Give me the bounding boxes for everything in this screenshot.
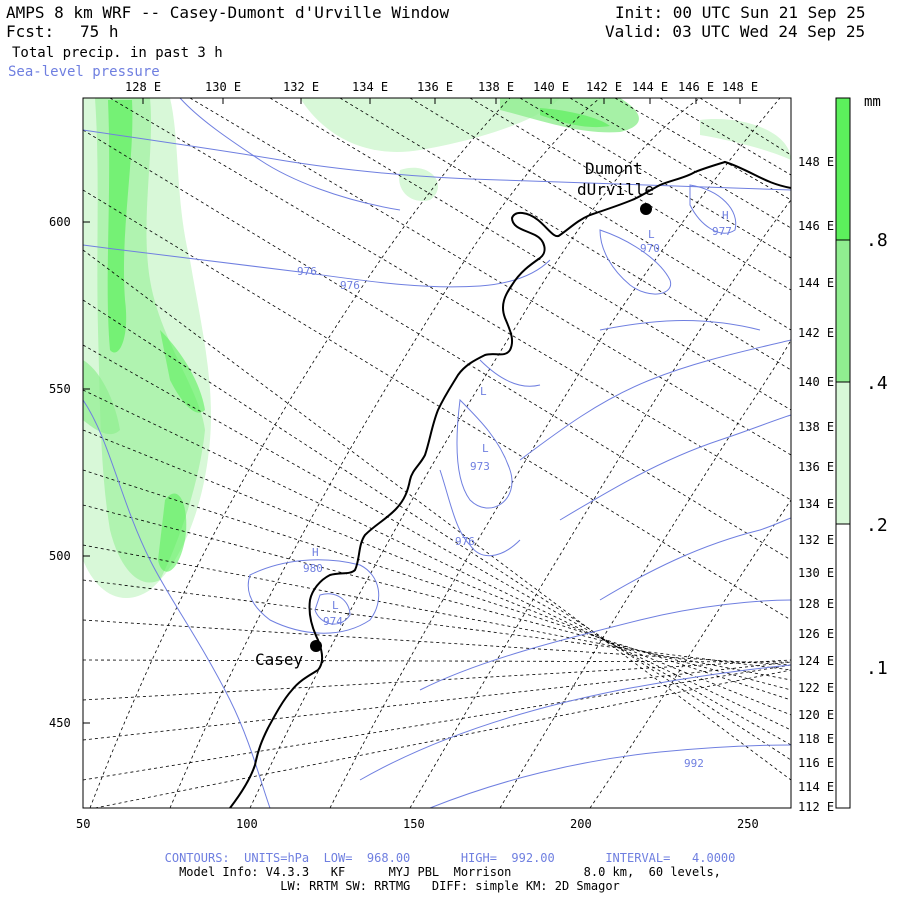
forecast-label: Fcst:	[6, 22, 55, 41]
station-label-dumont-1: Dumont	[585, 159, 643, 178]
right-lon-label: 138 E	[798, 420, 834, 434]
svg-text:L: L	[332, 599, 339, 612]
svg-text:970: 970	[640, 242, 660, 255]
station-dot-casey	[310, 640, 322, 652]
top-lon-label: 138 E	[478, 80, 514, 94]
svg-text:976: 976	[340, 279, 360, 292]
colorbar-segment-none	[835, 523, 851, 809]
svg-text:976: 976	[455, 535, 475, 548]
svg-text:974: 974	[323, 615, 343, 628]
physics-info: LW: RRTM SW: RRTMG DIFF: simple KM: 2D S…	[280, 879, 620, 893]
top-lon-label: 146 E	[678, 80, 714, 94]
svg-text:L: L	[482, 442, 489, 455]
right-lon-label: 134 E	[798, 497, 834, 511]
right-lon-label: 136 E	[798, 460, 834, 474]
top-lon-label: 144 E	[632, 80, 668, 94]
field-precip-label: Total precip. in past 3 h	[12, 45, 223, 61]
right-lon-label: 124 E	[798, 654, 834, 668]
x-tick-150: 150	[403, 817, 425, 831]
right-lon-label: 144 E	[798, 276, 834, 290]
graticule	[83, 98, 791, 808]
svg-text:976: 976	[297, 265, 317, 278]
colorbar-label-01: .1	[866, 658, 888, 679]
y-tick-550: 550	[49, 382, 71, 396]
svg-text:977: 977	[712, 225, 732, 238]
right-lon-label: 132 E	[798, 533, 834, 547]
right-lon-label: 140 E	[798, 375, 834, 389]
top-lon-label: 128 E	[125, 80, 161, 94]
pressure-markers: L H L H L L	[312, 209, 729, 612]
y-tick-600: 600	[49, 215, 71, 229]
station-label-dumont-2: dUrville	[577, 180, 654, 199]
coastline	[229, 160, 791, 808]
right-lon-label: 118 E	[798, 732, 834, 746]
colorbar-label-02: .2	[866, 515, 888, 536]
top-lon-label: 148 E	[722, 80, 758, 94]
x-tick-250: 250	[737, 817, 759, 831]
svg-text:L: L	[648, 228, 655, 241]
top-lon-label: 134 E	[352, 80, 388, 94]
figure-title: AMPS 8 km WRF -- Casey-Dumont d'Urville …	[6, 3, 450, 22]
colorbar-segment-heavy	[835, 97, 851, 241]
x-tick-50: 50	[76, 817, 90, 831]
plot-frame	[82, 97, 792, 809]
top-lon-labels: 128 E 130 E 132 E 134 E 136 E 138 E 140 E 142 E…	[125, 80, 758, 104]
top-lon-label: 136 E	[417, 80, 453, 94]
right-lon-label: 128 E	[798, 597, 834, 611]
station-label-casey: Casey	[255, 650, 304, 669]
y-tick-500: 500	[49, 549, 71, 563]
svg-text:H: H	[722, 209, 729, 222]
colorbar-label-04: .4	[866, 373, 888, 394]
right-lon-label: 114 E	[798, 780, 834, 794]
svg-text:980: 980	[303, 562, 323, 575]
x-tick-100: 100	[236, 817, 258, 831]
y-tick-450: 450	[49, 716, 71, 730]
right-lon-label: 112 E	[798, 800, 834, 814]
right-lon-label: 122 E	[798, 681, 834, 695]
colorbar: mm .8 .4 .2 .1	[835, 94, 888, 809]
init-time: Init: 00 UTC Sun 21 Sep 25	[615, 3, 866, 22]
map-layers	[83, 98, 791, 808]
right-lon-label: 146 E	[798, 219, 834, 233]
valid-time: Valid: 03 UTC Wed 24 Sep 25	[605, 22, 866, 41]
right-lon-label: 116 E	[798, 756, 834, 770]
x-tick-200: 200	[570, 817, 592, 831]
colorbar-segment-light	[835, 381, 851, 525]
svg-text:973: 973	[470, 460, 490, 473]
top-lon-label: 132 E	[283, 80, 319, 94]
y-axis-ticks: 600 550 500 450	[49, 215, 90, 730]
svg-text:992: 992	[684, 757, 704, 770]
top-lon-label: 130 E	[205, 80, 241, 94]
colorbar-segment-mid	[835, 239, 851, 383]
right-lon-label: 130 E	[798, 566, 834, 580]
top-lon-label: 142 E	[586, 80, 622, 94]
colorbar-unit: mm	[864, 94, 881, 110]
top-lon-label: 140 E	[533, 80, 569, 94]
forecast-hour: 75 h	[80, 22, 119, 41]
right-lon-labels: 148 E 146 E 144 E 142 E 140 E 138 E 136 E 134 E…	[798, 155, 834, 814]
right-lon-label: 126 E	[798, 627, 834, 641]
station-dot-dumont	[640, 203, 652, 215]
x-axis-ticks: 50 100 150 200 250	[76, 817, 759, 831]
model-info: Model Info: V4.3.3 KF MYJ PBL Morrison 8…	[179, 865, 721, 879]
contour-labels: 976 976 973 976 980 974 970 977 992	[297, 225, 732, 770]
right-lon-label: 148 E	[798, 155, 834, 169]
right-lon-label: 142 E	[798, 326, 834, 340]
precip-shading	[83, 98, 791, 599]
contour-info: CONTOURS: UNITS=hPa LOW= 968.00 HIGH= 99…	[164, 851, 736, 865]
svg-text:L: L	[480, 385, 487, 398]
colorbar-label-08: .8	[866, 230, 888, 251]
field-slp-label: Sea-level pressure	[8, 64, 160, 80]
slp-contours	[83, 98, 791, 808]
right-lon-label: 120 E	[798, 708, 834, 722]
svg-text:H: H	[312, 546, 319, 559]
